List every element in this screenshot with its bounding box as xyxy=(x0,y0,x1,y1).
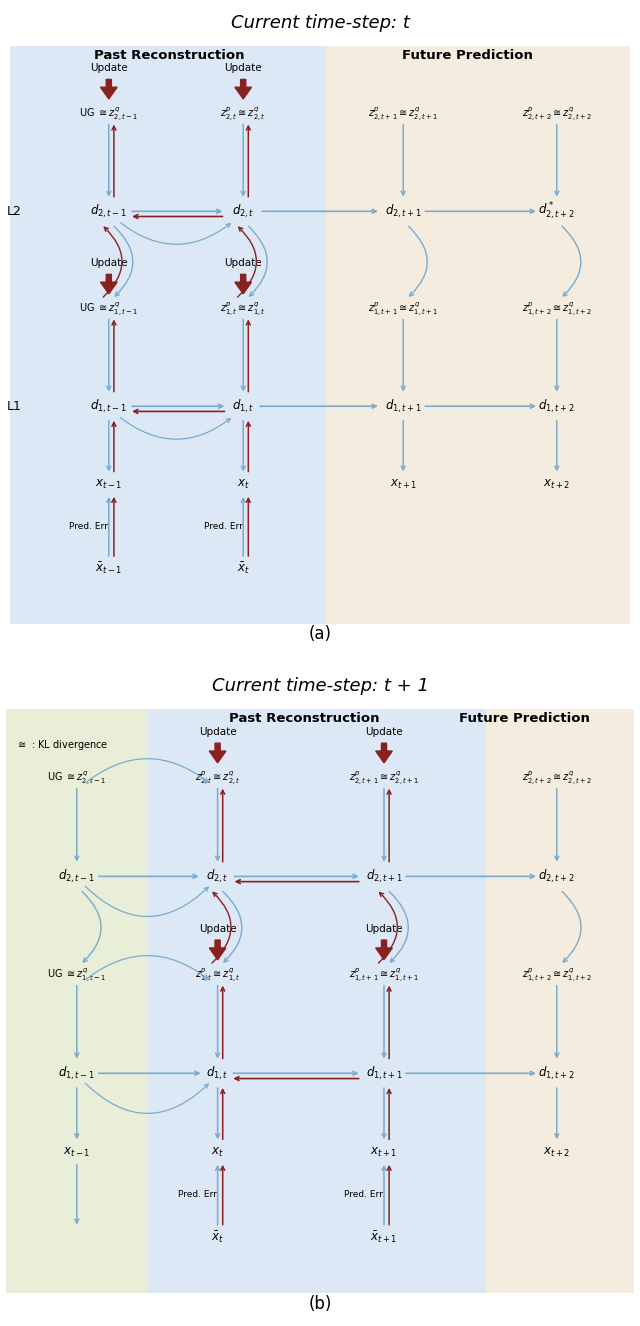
Text: $z_{2,t+2}^p \cong z_{2,t+2}^q$: $z_{2,t+2}^p \cong z_{2,t+2}^q$ xyxy=(522,769,592,786)
Text: $x_{t-1}$: $x_{t-1}$ xyxy=(63,1146,90,1159)
Text: $d_{2,t-1}$: $d_{2,t-1}$ xyxy=(58,867,95,884)
Text: $x_{t+2}$: $x_{t+2}$ xyxy=(543,1146,570,1159)
Text: $x_t$: $x_t$ xyxy=(237,477,250,491)
Text: $d_{2,t+2}$: $d_{2,t+2}$ xyxy=(538,867,575,884)
Text: (a): (a) xyxy=(308,626,332,643)
Text: $d_{1,t}$: $d_{1,t}$ xyxy=(232,398,254,415)
Text: $\bar{x}_{t+1}$: $\bar{x}_{t+1}$ xyxy=(371,1229,397,1245)
Text: $d_{2,t-1}$: $d_{2,t-1}$ xyxy=(90,203,127,220)
Text: $d_{1,t}$: $d_{1,t}$ xyxy=(207,1065,228,1082)
Text: $z_{1,t+1}^p \cong z_{1,t+1}^q$: $z_{1,t+1}^p \cong z_{1,t+1}^q$ xyxy=(349,965,419,984)
Text: UG $\cong z_{2,t-1}^q$: UG $\cong z_{2,t-1}^q$ xyxy=(79,105,138,123)
Text: $d_{2,t+1}$: $d_{2,t+1}$ xyxy=(365,867,403,884)
Text: $z_{2,t+1}^p \cong z_{2,t+1}^q$: $z_{2,t+1}^p \cong z_{2,t+1}^q$ xyxy=(368,105,438,123)
Polygon shape xyxy=(235,80,252,99)
Text: $d_{2,t}$: $d_{2,t}$ xyxy=(207,867,228,884)
Text: $d_{1,t+2}$: $d_{1,t+2}$ xyxy=(538,1065,575,1082)
Text: $z_{1,t+2}^p \cong z_{1,t+2}^q$: $z_{1,t+2}^p \cong z_{1,t+2}^q$ xyxy=(522,965,592,984)
Polygon shape xyxy=(376,940,392,960)
Text: Future Prediction: Future Prediction xyxy=(402,49,532,62)
Bar xyxy=(486,709,634,1293)
Text: Pred. Err.: Pred. Err. xyxy=(344,1191,385,1199)
Text: $\bar{x}_t$: $\bar{x}_t$ xyxy=(237,561,250,577)
Text: Past Reconstruction: Past Reconstruction xyxy=(228,712,380,725)
Text: $d_{1,t-1}$: $d_{1,t-1}$ xyxy=(90,398,127,415)
Text: UG $\cong z_{1,t-1}^q$: UG $\cong z_{1,t-1}^q$ xyxy=(47,965,106,984)
Text: $z_{1,t+2}^p \cong z_{1,t+2}^q$: $z_{1,t+2}^p \cong z_{1,t+2}^q$ xyxy=(522,300,592,318)
Text: $x_{t+2}$: $x_{t+2}$ xyxy=(543,477,570,491)
Text: $x_{t+1}$: $x_{t+1}$ xyxy=(371,1146,397,1159)
Text: Update: Update xyxy=(365,727,403,737)
Text: Current time-step: t + 1: Current time-step: t + 1 xyxy=(211,678,429,695)
Text: $z_{1,t+1}^p \cong z_{1,t+1}^q$: $z_{1,t+1}^p \cong z_{1,t+1}^q$ xyxy=(368,300,438,318)
Text: Pred. Err.: Pred. Err. xyxy=(69,522,110,530)
Text: Update: Update xyxy=(90,259,127,268)
Text: UG $\cong z_{2,t-1}^q$: UG $\cong z_{2,t-1}^q$ xyxy=(47,769,106,786)
Polygon shape xyxy=(209,940,226,960)
Text: Update: Update xyxy=(225,259,262,268)
Text: Update: Update xyxy=(199,924,236,934)
Text: $z_{2,t+1}^p \cong z_{2,t+1}^q$: $z_{2,t+1}^p \cong z_{2,t+1}^q$ xyxy=(349,769,419,786)
Text: $d_{2,t}$: $d_{2,t}$ xyxy=(232,203,254,220)
Text: $z_{2,t}^p \cong z_{2,t}^q$: $z_{2,t}^p \cong z_{2,t}^q$ xyxy=(195,769,241,786)
Text: Update: Update xyxy=(90,64,127,73)
Text: $z_{1,t}^p \cong z_{1,t}^q$: $z_{1,t}^p \cong z_{1,t}^q$ xyxy=(195,965,241,984)
Text: $d_{1,t+1}$: $d_{1,t+1}$ xyxy=(365,1065,403,1082)
Text: $x_{t-1}$: $x_{t-1}$ xyxy=(95,477,122,491)
Text: $x_t$: $x_t$ xyxy=(211,1146,224,1159)
Text: UG $\cong z_{1,t-1}^q$: UG $\cong z_{1,t-1}^q$ xyxy=(79,300,138,318)
Text: $z_{2,t+2}^p \cong z_{2,t+2}^q$: $z_{2,t+2}^p \cong z_{2,t+2}^q$ xyxy=(522,105,592,123)
Text: Pred. Err.: Pred. Err. xyxy=(178,1191,219,1199)
Text: $d_{2,t+2}^*$: $d_{2,t+2}^*$ xyxy=(538,200,575,221)
Text: (b): (b) xyxy=(308,1296,332,1313)
Text: $\bar{x}_t$: $\bar{x}_t$ xyxy=(211,1229,224,1245)
Text: Pred. Err.: Pred. Err. xyxy=(204,522,244,530)
Polygon shape xyxy=(376,743,392,762)
Text: Past Reconstruction: Past Reconstruction xyxy=(94,49,245,62)
Text: Future Prediction: Future Prediction xyxy=(460,712,590,725)
Text: $d_{1,t-1}$: $d_{1,t-1}$ xyxy=(58,1065,95,1082)
Text: $\cong$ : KL divergence: $\cong$ : KL divergence xyxy=(16,739,108,752)
Text: $d_{1,t+1}$: $d_{1,t+1}$ xyxy=(385,398,422,415)
Polygon shape xyxy=(100,274,117,294)
Text: $z_{1,t}^p \cong z_{1,t}^q$: $z_{1,t}^p \cong z_{1,t}^q$ xyxy=(220,300,266,318)
Text: L1: L1 xyxy=(6,399,22,412)
Text: $d_{2,t+1}$: $d_{2,t+1}$ xyxy=(385,203,422,220)
Text: Update: Update xyxy=(365,924,403,934)
Bar xyxy=(326,45,630,625)
Text: L2: L2 xyxy=(6,204,22,217)
Text: $\bar{x}_{t-1}$: $\bar{x}_{t-1}$ xyxy=(95,561,122,577)
Text: $d_{1,t+2}$: $d_{1,t+2}$ xyxy=(538,398,575,415)
Polygon shape xyxy=(235,274,252,294)
Text: Update: Update xyxy=(225,64,262,73)
Polygon shape xyxy=(100,80,117,99)
Text: $z_{2,t}^p \cong z_{2,t}^q$: $z_{2,t}^p \cong z_{2,t}^q$ xyxy=(220,105,266,123)
Text: $x_{t+1}$: $x_{t+1}$ xyxy=(390,477,417,491)
Bar xyxy=(10,45,326,625)
Text: Update: Update xyxy=(199,727,236,737)
Polygon shape xyxy=(209,743,226,762)
Bar xyxy=(6,709,147,1293)
Text: Current time-step: t: Current time-step: t xyxy=(230,13,410,32)
Bar xyxy=(147,709,486,1293)
